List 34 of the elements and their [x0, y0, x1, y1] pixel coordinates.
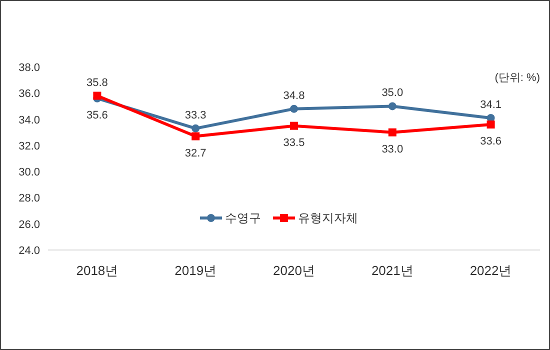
- data-label: 35.0: [382, 87, 404, 100]
- data-label: 33.5: [283, 136, 305, 149]
- point: [388, 102, 396, 110]
- point: [93, 92, 102, 100]
- x-tick-label: 2022년: [470, 263, 512, 278]
- data-label: 34.8: [283, 90, 305, 102]
- y-tick-label: 38.0: [18, 62, 40, 74]
- y-tick-label: 24.0: [18, 245, 40, 257]
- point: [290, 104, 298, 113]
- legend-label: 유형지자체: [298, 211, 358, 225]
- data-label: 34.1: [480, 98, 502, 111]
- data-label: 32.7: [184, 147, 206, 160]
- point: [388, 128, 396, 136]
- x-tick-label: 2019년: [174, 263, 217, 278]
- annotation: (단위: %): [494, 72, 540, 84]
- y-tick-label: 26.0: [18, 218, 40, 231]
- x-tick-label: 2021년: [371, 263, 414, 278]
- x-tick-label: 2018년: [76, 263, 118, 278]
- point: [192, 132, 200, 140]
- x-tick-label: 2020년: [273, 263, 315, 278]
- point: [486, 120, 495, 129]
- y-tick-label: 36.0: [18, 88, 40, 100]
- y-tick-label: 34.0: [18, 114, 40, 126]
- data-label: 35.8: [86, 76, 108, 89]
- data-label: 33.6: [480, 136, 502, 148]
- data-label: 33.0: [382, 143, 404, 156]
- y-tick-label: 32.0: [18, 140, 40, 152]
- y-tick-label: 28.0: [18, 192, 40, 205]
- legend-label: 수영구: [225, 211, 261, 225]
- data-label: 35.6: [86, 109, 108, 122]
- data-label: 33.3: [184, 109, 206, 122]
- y-tick-label: 30.0: [18, 166, 40, 179]
- point: [290, 122, 298, 130]
- point: [192, 124, 200, 132]
